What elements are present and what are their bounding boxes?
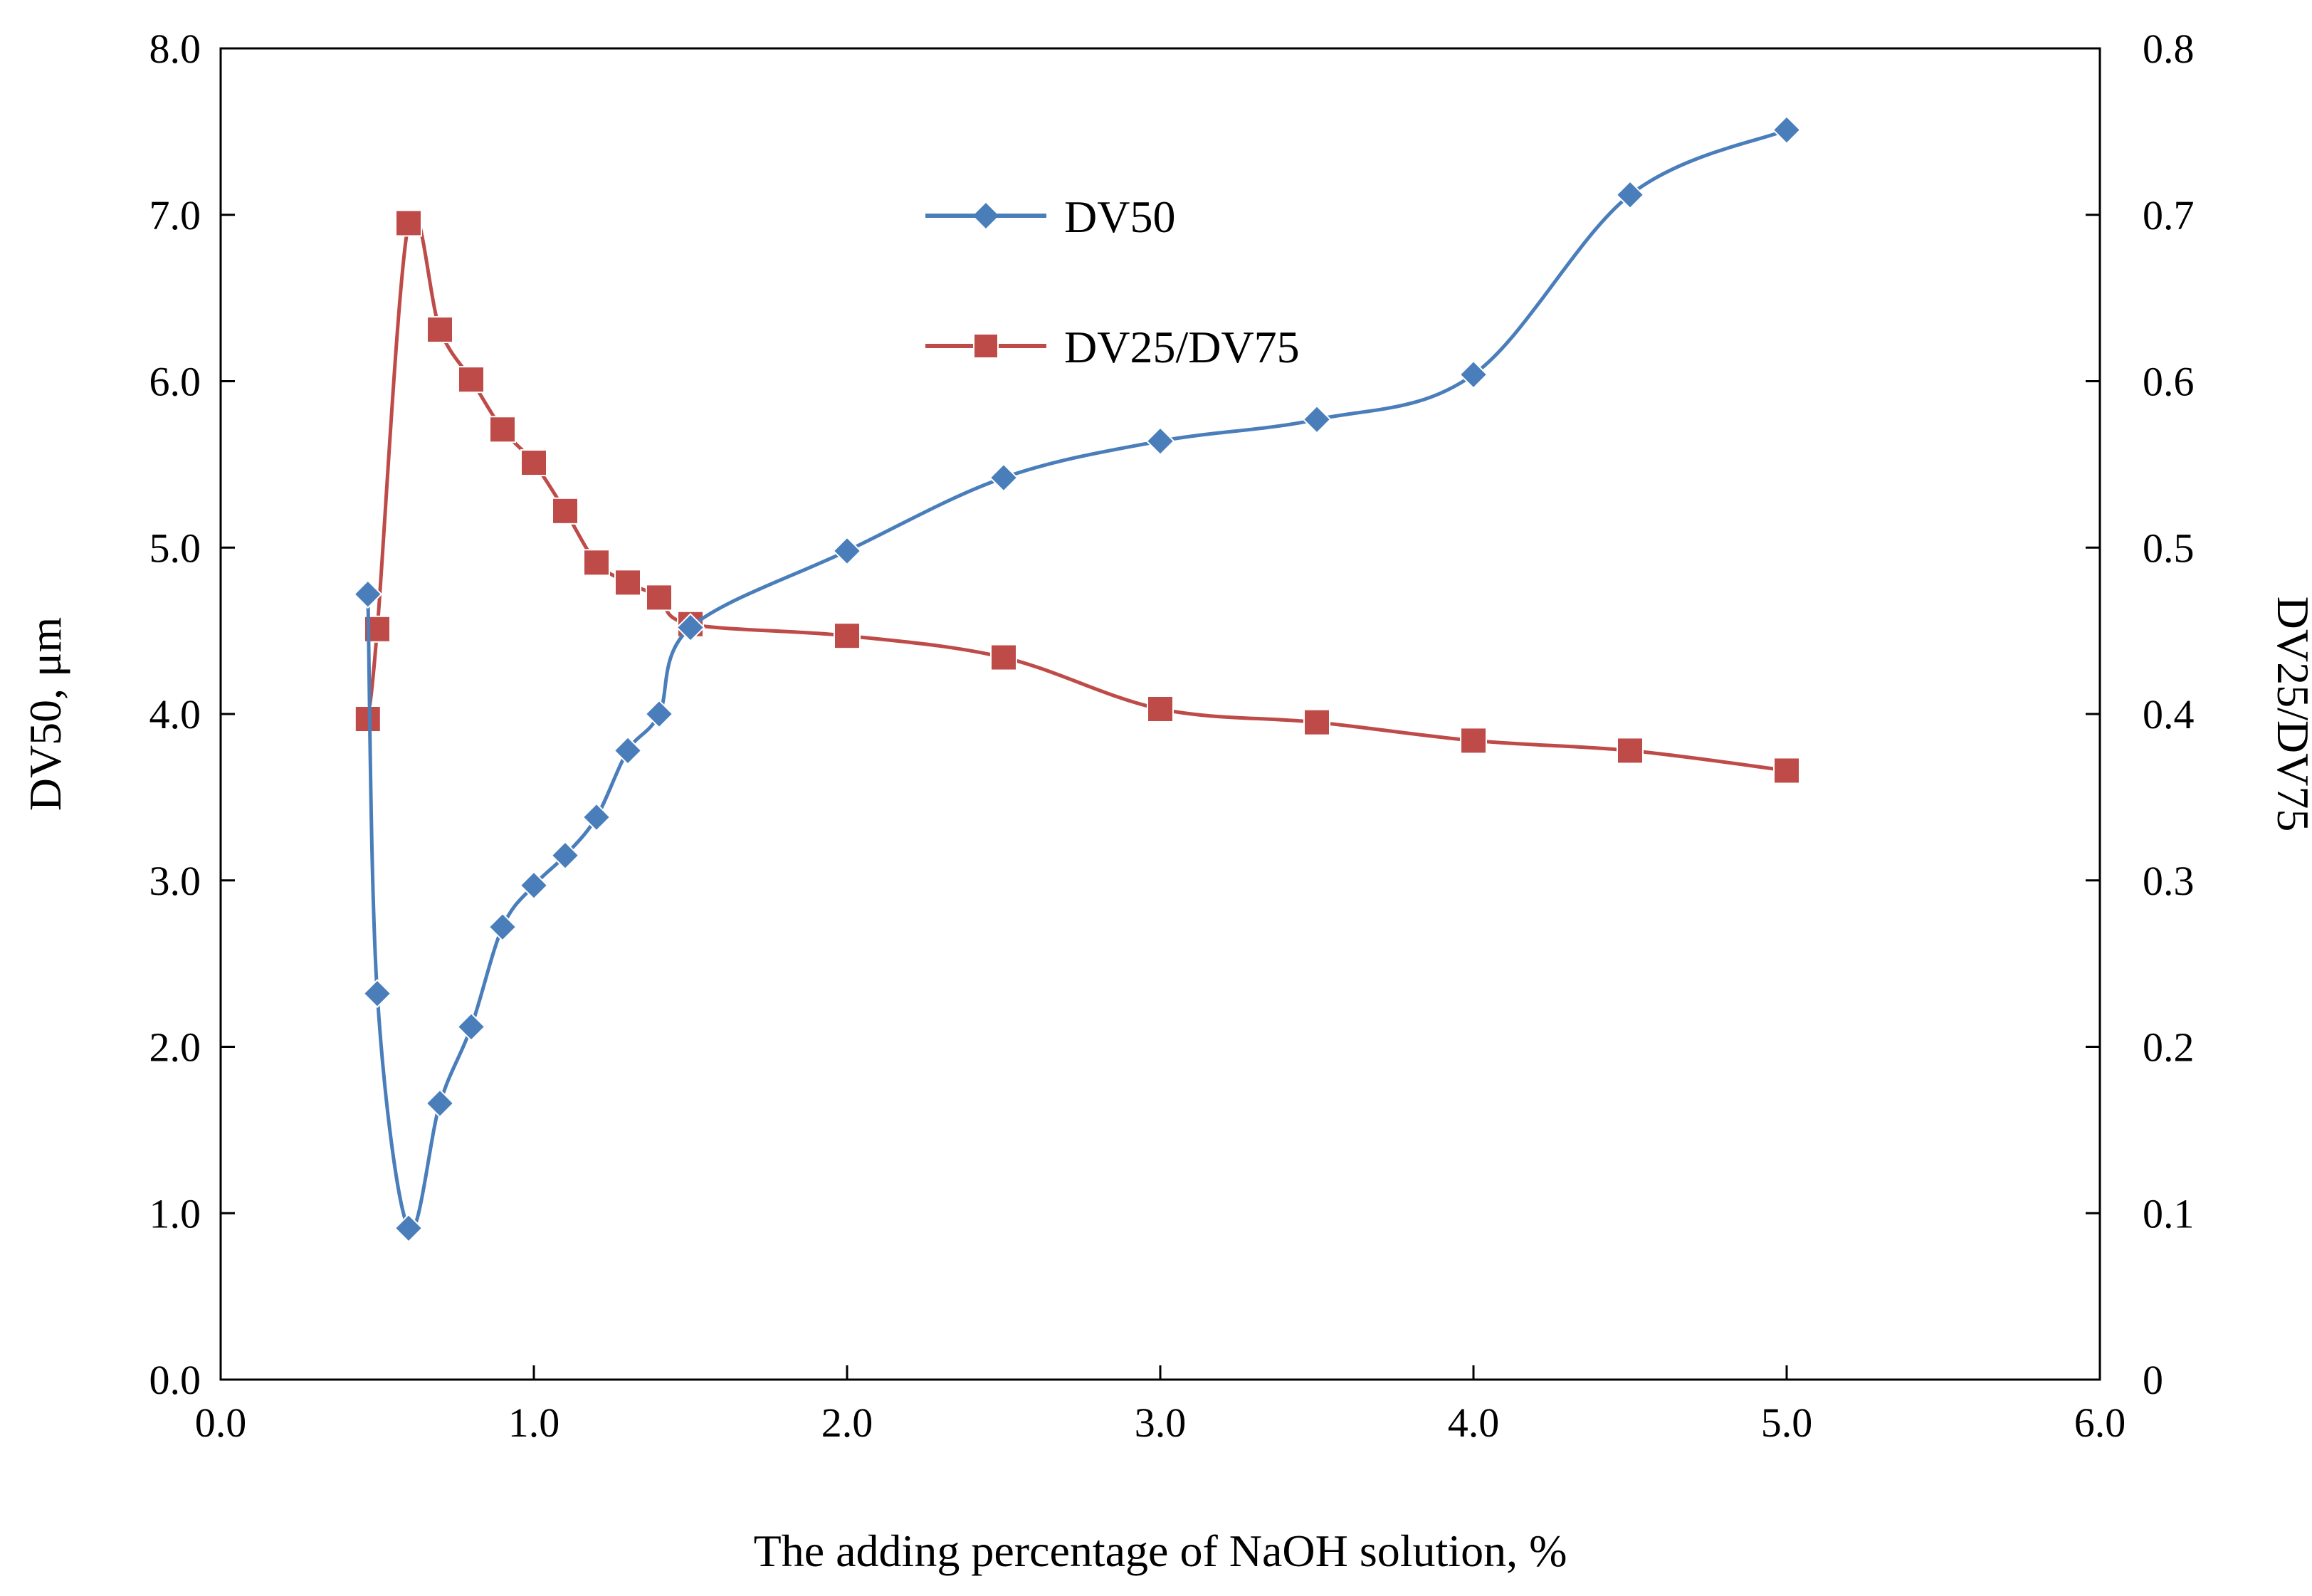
data-point-dv50 (1615, 180, 1645, 210)
data-point-dv25-dv75 (834, 622, 861, 650)
y-right-tick-label: 0.8 (2143, 26, 2195, 72)
data-point-dv50 (1302, 404, 1332, 434)
data-point-dv25-dv75 (1303, 708, 1330, 736)
y-right-tick-label: 0.2 (2143, 1024, 2195, 1071)
data-point-dv25-dv75 (489, 416, 516, 443)
y-left-tick-label: 3.0 (149, 858, 201, 904)
y-right-tick-label: 0.4 (2143, 691, 2195, 737)
data-point-dv50 (550, 841, 580, 871)
data-point-dv50 (488, 912, 517, 942)
data-point-dv25-dv75 (395, 209, 422, 237)
data-point-dv50 (353, 579, 383, 609)
series-line-dv25-dv75 (366, 210, 1787, 772)
data-point-dv50 (456, 1012, 486, 1041)
data-point-dv50 (613, 736, 643, 765)
data-point-dv50 (362, 979, 392, 1009)
data-point-dv50 (644, 699, 674, 729)
data-point-dv25-dv75 (520, 449, 547, 477)
y-left-tick-label: 5.0 (149, 525, 201, 571)
y-left-tick-label: 6.0 (149, 359, 201, 405)
series-layer (353, 115, 1802, 1243)
y-left-tick-label: 4.0 (149, 691, 201, 737)
y-right-tick-label: 0.6 (2143, 359, 2195, 405)
y-right-tick-label: 0.1 (2143, 1190, 2195, 1237)
data-point-dv25-dv75 (426, 316, 453, 344)
x-tick-label: 5.0 (1761, 1400, 1813, 1446)
series-dv25-dv75 (354, 209, 1800, 784)
x-tick-label: 6.0 (2074, 1400, 2126, 1446)
data-point-dv50 (1145, 426, 1175, 456)
data-point-dv25-dv75 (1147, 695, 1174, 723)
y-left-tick-label: 1.0 (149, 1190, 201, 1237)
data-point-dv50 (676, 613, 705, 642)
series-dv50 (353, 115, 1802, 1243)
legend: DV50 DV25/DV75 (925, 191, 1300, 372)
data-point-dv25-dv75 (990, 644, 1017, 671)
data-point-dv25-dv75 (1617, 737, 1644, 765)
data-point-dv25-dv75 (583, 549, 610, 577)
data-point-dv25-dv75 (646, 584, 673, 611)
y-axis-left-title: DV50, μm (20, 617, 70, 812)
y-left-tick-label: 0.0 (149, 1357, 201, 1403)
y-axis-right-title: DV25/DV75 (2268, 597, 2312, 832)
data-point-dv50 (832, 536, 862, 566)
x-tick-label: 1.0 (508, 1400, 560, 1446)
data-point-dv50 (582, 802, 611, 832)
x-axis-title: The adding percentage of NaOH solution, … (754, 1526, 1567, 1576)
x-tick-label: 0.0 (195, 1400, 247, 1446)
data-point-dv25-dv75 (1773, 757, 1800, 784)
y-right-tick-label: 0 (2143, 1357, 2163, 1403)
data-point-dv25-dv75 (614, 569, 641, 597)
legend-marker-dv50 (973, 203, 999, 229)
data-point-dv25-dv75 (1460, 727, 1487, 755)
y-right-tick-label: 0.5 (2143, 525, 2195, 571)
legend-label-dv50: DV50 (1064, 191, 1175, 242)
legend-marker-dv25-dv75 (973, 333, 999, 359)
data-point-dv25-dv75 (552, 497, 579, 525)
y-left-tick-label: 2.0 (149, 1024, 201, 1071)
y-right-tick-label: 0.7 (2143, 192, 2195, 238)
data-point-dv50 (394, 1213, 424, 1243)
data-point-dv50 (425, 1088, 455, 1118)
x-tick-label: 3.0 (1135, 1400, 1187, 1446)
data-point-dv50 (1772, 115, 1802, 145)
y-left-tick-label: 7.0 (149, 192, 201, 238)
ticks (219, 47, 2101, 1381)
x-tick-label: 2.0 (821, 1400, 873, 1446)
legend-label-dv25-dv75: DV25/DV75 (1064, 322, 1300, 372)
data-point-dv50 (1459, 359, 1488, 389)
data-point-dv50 (519, 871, 549, 901)
data-point-dv50 (989, 463, 1019, 493)
data-point-dv25-dv75 (458, 366, 485, 394)
y-left-tick-label: 8.0 (149, 26, 201, 72)
y-right-tick-label: 0.3 (2143, 858, 2195, 904)
x-tick-label: 4.0 (1448, 1400, 1500, 1446)
tick-labels: 0.0 1.0 2.0 3.0 4.0 5.0 6.0 0.0 1.0 2.0 3.0 4.0 5.0 6… (149, 26, 2195, 1446)
